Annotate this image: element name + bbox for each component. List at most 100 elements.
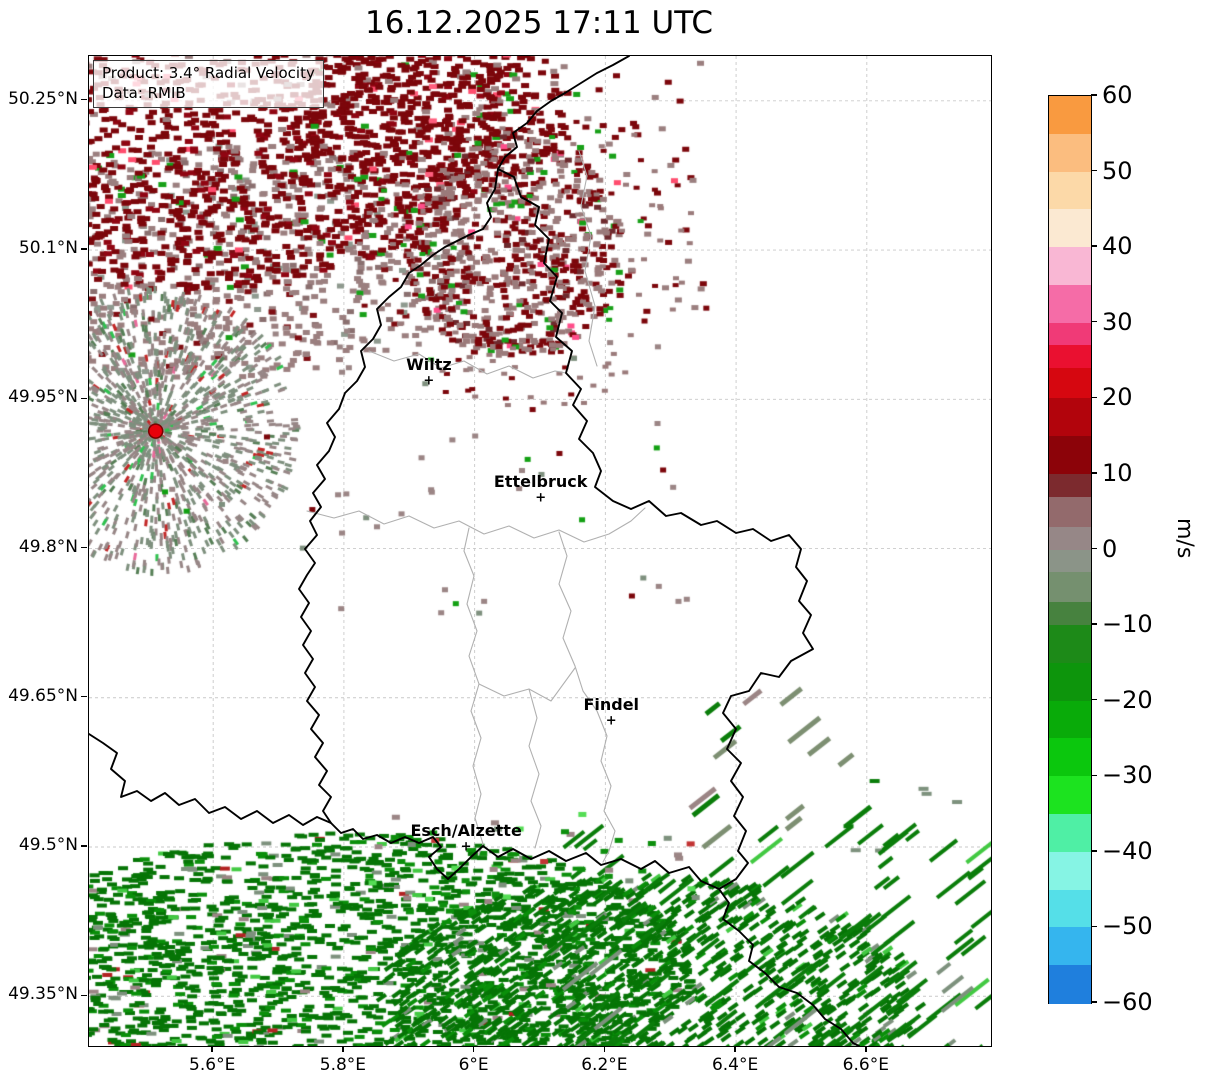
colorbar-band	[1049, 549, 1091, 573]
colorbar-tick-mark	[1091, 1001, 1097, 1003]
colorbar-tick-label: 40	[1102, 232, 1133, 261]
colorbar-tick-label: −60	[1102, 988, 1153, 1016]
colorbar-tick-mark	[1091, 245, 1097, 247]
country-border	[718, 888, 860, 1046]
colorbar-band	[1049, 398, 1091, 437]
map-borders-layer	[89, 56, 860, 1046]
district-border	[558, 531, 616, 863]
colorbar-band	[1049, 171, 1091, 211]
x-tick-label: 6°E	[458, 1055, 489, 1075]
colorbar-band	[1049, 572, 1091, 604]
colorbar-tick-label: −20	[1102, 685, 1153, 714]
colorbar-tick-mark	[1091, 321, 1097, 323]
figure-title: 16.12.2025 17:11 UTC	[365, 5, 713, 41]
colorbar-tick-mark	[1091, 396, 1097, 399]
country-border	[298, 168, 814, 890]
y-tick-label: 49.8°N	[18, 536, 78, 557]
colorbar-band	[1049, 473, 1091, 498]
district-border	[368, 350, 567, 379]
colorbar-band	[1049, 889, 1091, 929]
y-tick-label: 49.35°N	[8, 984, 78, 1005]
colorbar-tick-label: 30	[1102, 307, 1133, 336]
colorbar-tick-mark	[1091, 169, 1097, 172]
x-tick-mark	[865, 1046, 867, 1052]
colorbar-band	[1049, 738, 1091, 777]
x-tick-label: 6.4°E	[711, 1055, 759, 1075]
colorbar-tick-label: 0	[1102, 534, 1118, 563]
colorbar-band	[1049, 322, 1091, 347]
district-border	[478, 667, 576, 702]
y-tick-mark	[81, 397, 87, 399]
x-tick-mark	[472, 1046, 475, 1052]
colorbar-tick-mark	[1091, 547, 1097, 550]
district-border	[463, 527, 484, 855]
colorbar-tick-mark	[1091, 774, 1097, 776]
colorbar-band	[1049, 96, 1091, 135]
y-tick-mark	[81, 99, 87, 101]
colorbar-band	[1049, 526, 1091, 551]
colorbar	[1048, 95, 1092, 1004]
x-tick-label: 6.6°E	[842, 1055, 889, 1075]
colorbar-band	[1049, 345, 1091, 369]
colorbar-tick-label: 60	[1102, 81, 1133, 109]
radar-echo-layer	[89, 56, 991, 1046]
colorbar-tick-mark	[1091, 850, 1097, 852]
x-tick-mark	[342, 1046, 344, 1052]
y-tick-label: 49.95°N	[8, 387, 78, 408]
colorbar-tick-mark	[1091, 698, 1097, 701]
country-border	[89, 733, 332, 826]
colorbar-band	[1049, 927, 1091, 966]
colorbar-band	[1049, 133, 1091, 173]
product-label: Product: 3.4° Radial Velocity	[102, 64, 315, 82]
colorbar-band	[1049, 602, 1091, 626]
product-info-box: Product: 3.4° Radial Velocity Data: RMIB	[93, 60, 324, 108]
x-tick-label: 5.6°E	[189, 1055, 236, 1075]
colorbar-tick-label: 50	[1102, 156, 1133, 185]
y-tick-label: 49.5°N	[18, 835, 78, 855]
colorbar-unit-label: m/s	[1172, 518, 1197, 559]
colorbar-tick-label: −50	[1102, 912, 1153, 941]
colorbar-tick-label: −10	[1102, 610, 1153, 639]
colorbar-band	[1049, 851, 1091, 891]
map-plot: Product: 3.4° Radial Velocity Data: RMIB…	[88, 55, 992, 1047]
y-tick-mark	[81, 546, 87, 549]
colorbar-band	[1049, 436, 1091, 475]
colorbar-band	[1049, 625, 1091, 664]
x-tick-mark	[734, 1046, 736, 1052]
colorbar-band	[1049, 814, 1091, 853]
district-border	[578, 150, 598, 367]
colorbar-tick-label: 10	[1102, 458, 1133, 487]
colorbar-band	[1049, 368, 1091, 400]
colorbar-tick-mark	[1091, 925, 1097, 928]
data-source-label: Data: RMIB	[102, 83, 186, 102]
colorbar-band	[1049, 209, 1091, 248]
colorbar-tick-label: −40	[1102, 836, 1153, 865]
x-tick-mark	[603, 1046, 606, 1052]
colorbar-tick-mark	[1091, 472, 1097, 474]
y-tick-mark	[81, 845, 87, 847]
y-tick-label: 50.25°N	[8, 88, 78, 109]
x-tick-mark	[211, 1046, 213, 1052]
y-tick-label: 50.1°N	[18, 238, 78, 259]
colorbar-band	[1049, 700, 1091, 740]
colorbar-band	[1049, 965, 1091, 1004]
y-tick-mark	[81, 994, 87, 996]
colorbar-tick-mark	[1091, 94, 1097, 96]
y-tick-label: 49.65°N	[8, 685, 78, 706]
district-border	[306, 507, 646, 543]
colorbar-tick-label: −30	[1102, 761, 1153, 790]
colorbar-band	[1049, 662, 1091, 702]
y-tick-mark	[81, 696, 87, 698]
colorbar-tick-label: 20	[1102, 383, 1133, 412]
x-tick-label: 5.8°E	[319, 1055, 367, 1075]
colorbar-band	[1049, 776, 1091, 815]
colorbar-band	[1049, 284, 1091, 324]
radar-site-marker	[147, 423, 164, 439]
country-border	[497, 56, 630, 170]
x-tick-label: 6.2°E	[581, 1055, 628, 1075]
colorbar-band	[1049, 496, 1091, 528]
colorbar-band	[1049, 247, 1091, 286]
colorbar-tick-mark	[1091, 623, 1097, 625]
y-tick-mark	[81, 248, 87, 250]
